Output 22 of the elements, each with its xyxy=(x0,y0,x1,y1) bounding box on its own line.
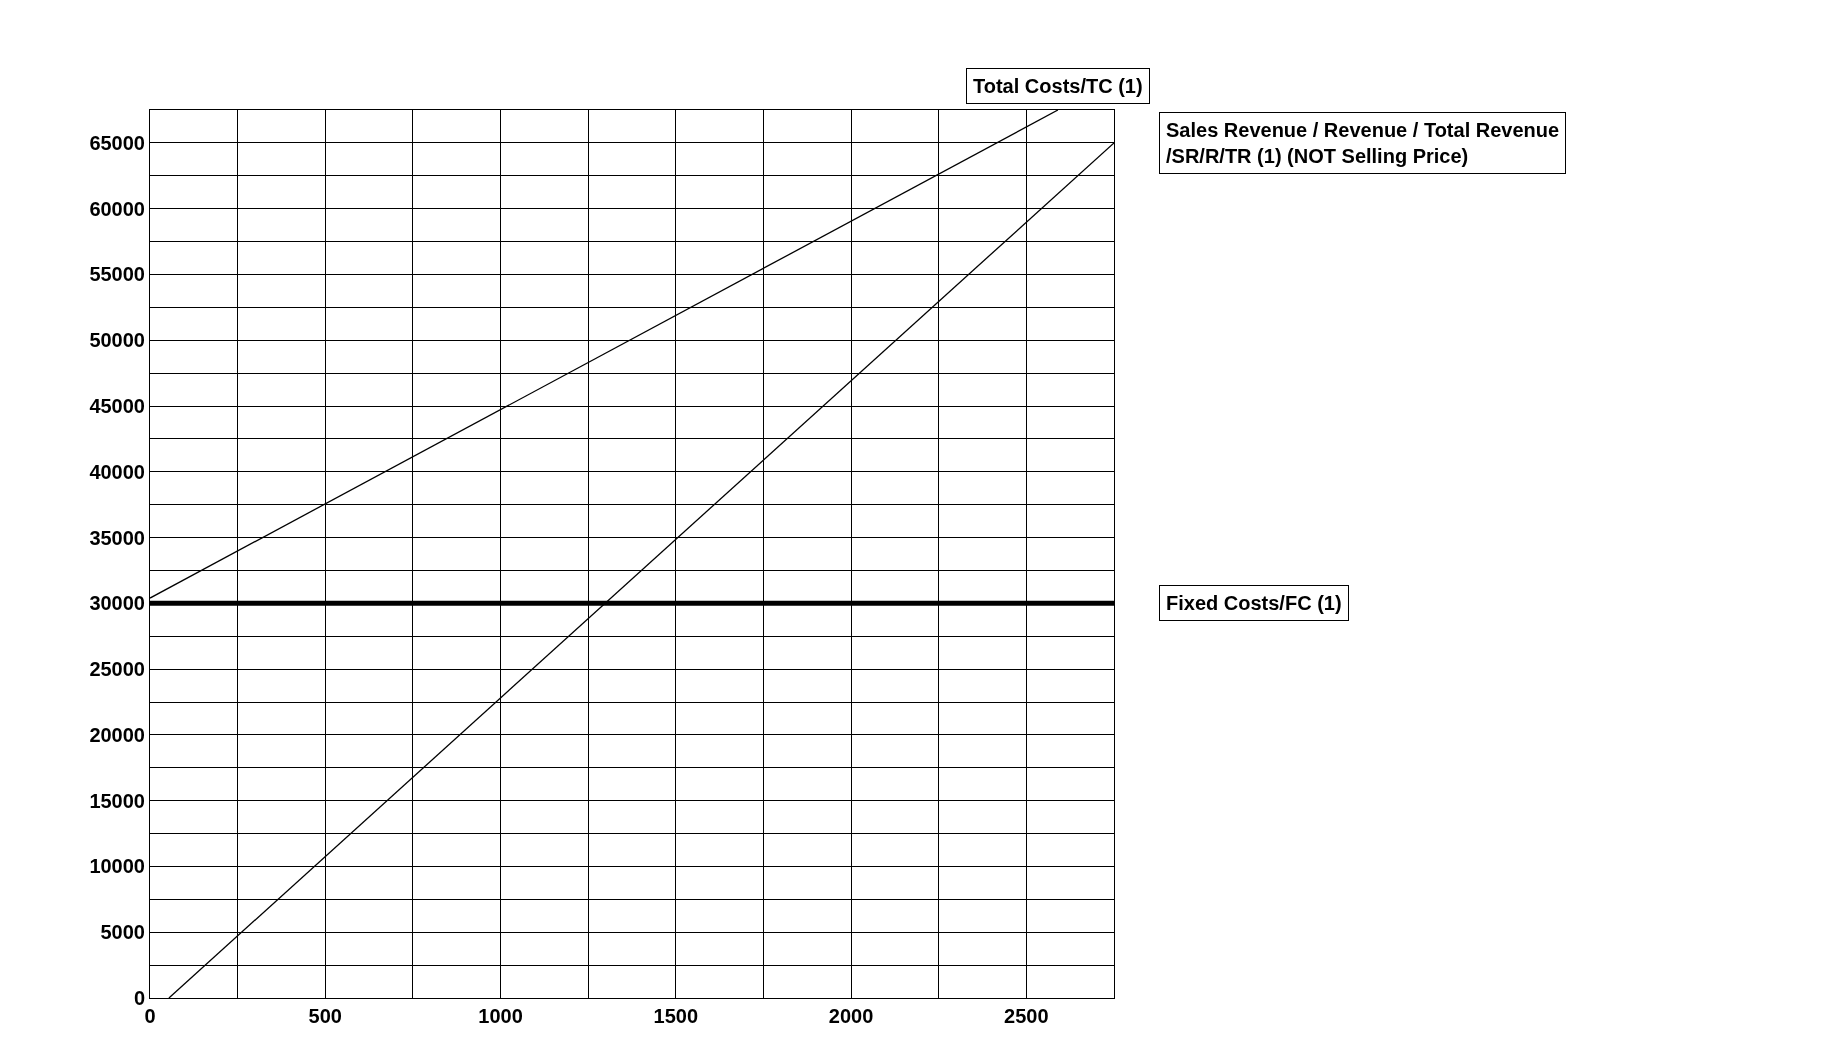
x-tick-label: 2500 xyxy=(1004,1005,1049,1027)
y-tick-label: 45000 xyxy=(89,395,145,417)
y-tick-label: 35000 xyxy=(89,526,145,549)
y-tick-label: 40000 xyxy=(89,460,145,483)
y-tick-label: 10000 xyxy=(89,855,145,878)
y-tick-label: 30000 xyxy=(89,592,145,615)
ref-line-label: Fixed Costs/FC (1) xyxy=(1166,592,1342,614)
x-tick-label: 1000 xyxy=(478,1005,523,1027)
y-tick-label: 15000 xyxy=(89,789,145,812)
y-tick-label: 65000 xyxy=(89,131,145,154)
y-tick-label: 50000 xyxy=(89,329,145,352)
x-tick-label: 500 xyxy=(308,1005,342,1027)
series-label: Total Costs/TC (1) xyxy=(973,75,1143,97)
text: Sales Revenue / Revenue / Total Revenue /SR/R/TR (1) (NOT Selling Price) xyxy=(1166,119,1560,167)
y-tick-label: 0 xyxy=(133,987,145,1009)
y-tick-label: 55000 xyxy=(89,263,145,286)
x-tick-label: 1500 xyxy=(653,1005,699,1027)
y-tick-label: 20000 xyxy=(89,723,145,746)
y-tick-label: 60000 xyxy=(89,197,145,220)
y-tick-label: 25000 xyxy=(89,658,145,681)
x-tick-label: 2000 xyxy=(828,1005,874,1027)
y-tick-label: 5000 xyxy=(100,921,145,944)
